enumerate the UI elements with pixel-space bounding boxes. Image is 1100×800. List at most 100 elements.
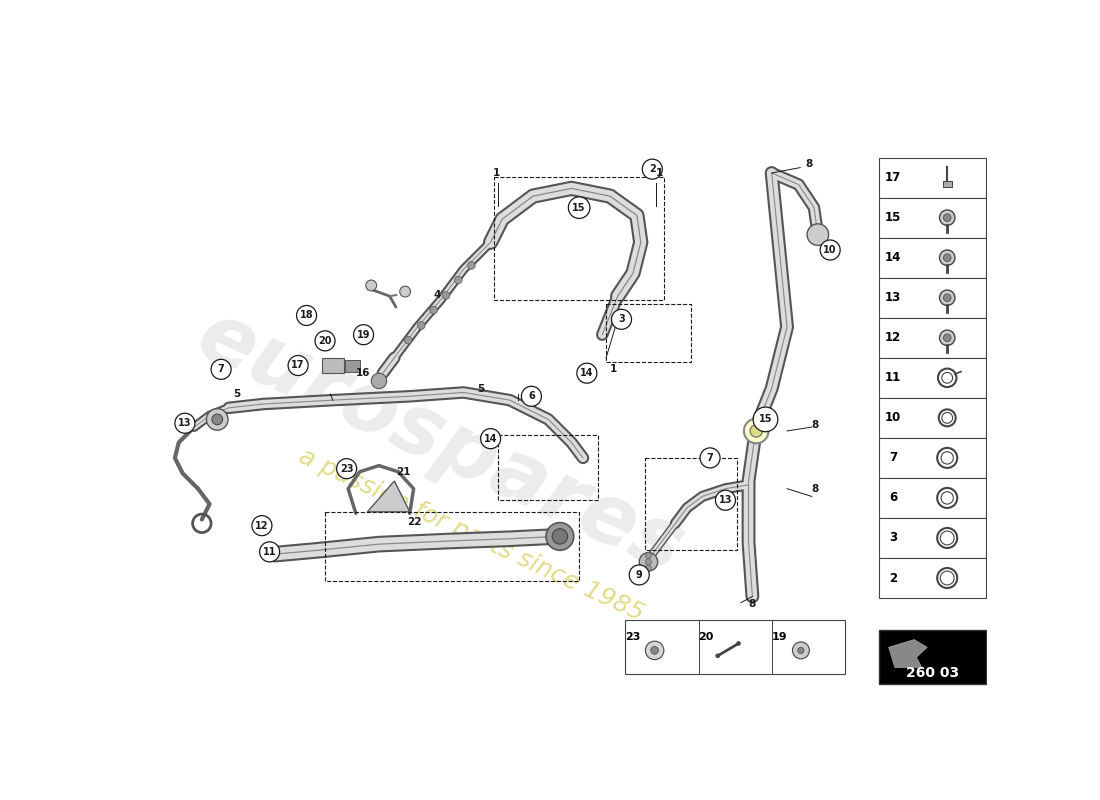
- Text: 1: 1: [493, 168, 499, 178]
- Text: 10: 10: [886, 411, 901, 424]
- Text: 16: 16: [356, 368, 371, 378]
- Circle shape: [175, 414, 195, 434]
- Circle shape: [646, 553, 651, 558]
- Bar: [880, 518, 986, 558]
- Text: 10: 10: [824, 245, 837, 255]
- Text: 2: 2: [649, 164, 656, 174]
- Text: 13: 13: [886, 291, 901, 304]
- Circle shape: [337, 458, 356, 478]
- Text: a passion for parts since 1985: a passion for parts since 1985: [295, 444, 648, 626]
- Text: 8: 8: [811, 420, 818, 430]
- Text: 6: 6: [889, 491, 898, 505]
- Circle shape: [569, 197, 590, 218]
- Bar: [606, 304, 691, 362]
- Text: 9: 9: [636, 570, 642, 580]
- Text: 15: 15: [886, 211, 902, 224]
- Bar: [880, 438, 986, 478]
- Circle shape: [372, 373, 387, 389]
- Circle shape: [750, 425, 762, 437]
- Circle shape: [651, 646, 659, 654]
- Bar: [326, 512, 579, 581]
- Text: 1: 1: [656, 168, 663, 178]
- Circle shape: [744, 418, 769, 443]
- Circle shape: [646, 641, 664, 660]
- Text: 5: 5: [233, 389, 240, 399]
- Circle shape: [211, 359, 231, 379]
- Polygon shape: [367, 481, 409, 512]
- Bar: [880, 558, 986, 598]
- Text: 13: 13: [718, 495, 733, 506]
- Bar: [625, 619, 845, 674]
- Text: 2: 2: [889, 571, 898, 585]
- Circle shape: [646, 565, 651, 571]
- Circle shape: [366, 280, 376, 291]
- Text: 7: 7: [889, 451, 898, 464]
- Circle shape: [576, 363, 597, 383]
- Circle shape: [944, 294, 952, 302]
- Bar: [322, 358, 343, 373]
- Bar: [880, 398, 986, 438]
- Bar: [880, 278, 986, 318]
- Circle shape: [405, 336, 412, 344]
- Circle shape: [939, 330, 955, 346]
- Circle shape: [798, 647, 804, 654]
- Circle shape: [807, 224, 828, 246]
- Bar: [880, 158, 986, 198]
- Text: 11: 11: [886, 371, 901, 384]
- Bar: [880, 358, 986, 398]
- Circle shape: [715, 654, 720, 658]
- Text: 11: 11: [263, 547, 276, 557]
- Circle shape: [944, 334, 952, 342]
- Circle shape: [454, 276, 462, 284]
- Circle shape: [944, 254, 952, 262]
- Text: 3: 3: [618, 314, 625, 324]
- Circle shape: [212, 414, 222, 425]
- Text: 3: 3: [889, 531, 898, 545]
- Circle shape: [646, 558, 651, 565]
- Text: 23: 23: [626, 632, 640, 642]
- Circle shape: [430, 306, 438, 314]
- Text: 12: 12: [255, 521, 268, 530]
- Text: 19: 19: [356, 330, 371, 340]
- Text: 7: 7: [706, 453, 714, 463]
- Circle shape: [353, 325, 374, 345]
- Circle shape: [315, 331, 336, 351]
- Circle shape: [715, 490, 736, 510]
- Bar: [943, 181, 951, 187]
- Circle shape: [418, 322, 426, 330]
- Text: 19: 19: [771, 632, 788, 642]
- Text: 17: 17: [292, 361, 305, 370]
- Circle shape: [939, 250, 955, 266]
- Text: 12: 12: [886, 331, 901, 344]
- Circle shape: [629, 565, 649, 585]
- Bar: [880, 198, 986, 238]
- Text: 8: 8: [805, 158, 812, 169]
- Bar: [345, 360, 361, 373]
- Circle shape: [207, 409, 228, 430]
- Circle shape: [612, 310, 631, 330]
- Bar: [880, 630, 986, 684]
- Circle shape: [468, 262, 475, 270]
- Bar: [880, 238, 986, 278]
- Text: 14: 14: [580, 368, 594, 378]
- Text: 4: 4: [433, 290, 440, 300]
- Circle shape: [521, 386, 541, 406]
- Circle shape: [399, 286, 410, 297]
- Text: 18: 18: [300, 310, 313, 321]
- Text: 14: 14: [484, 434, 497, 444]
- Polygon shape: [889, 640, 927, 667]
- Text: 15: 15: [572, 202, 586, 213]
- Circle shape: [442, 291, 450, 299]
- Text: 6: 6: [528, 391, 535, 402]
- Bar: [495, 177, 664, 300]
- Text: 8: 8: [749, 599, 756, 610]
- Text: 20: 20: [698, 632, 714, 642]
- Circle shape: [700, 448, 720, 468]
- Text: 13: 13: [178, 418, 191, 428]
- Circle shape: [736, 641, 740, 646]
- Circle shape: [297, 306, 317, 326]
- Circle shape: [792, 642, 810, 659]
- Text: 22: 22: [407, 517, 421, 527]
- Circle shape: [260, 542, 279, 562]
- Circle shape: [821, 240, 840, 260]
